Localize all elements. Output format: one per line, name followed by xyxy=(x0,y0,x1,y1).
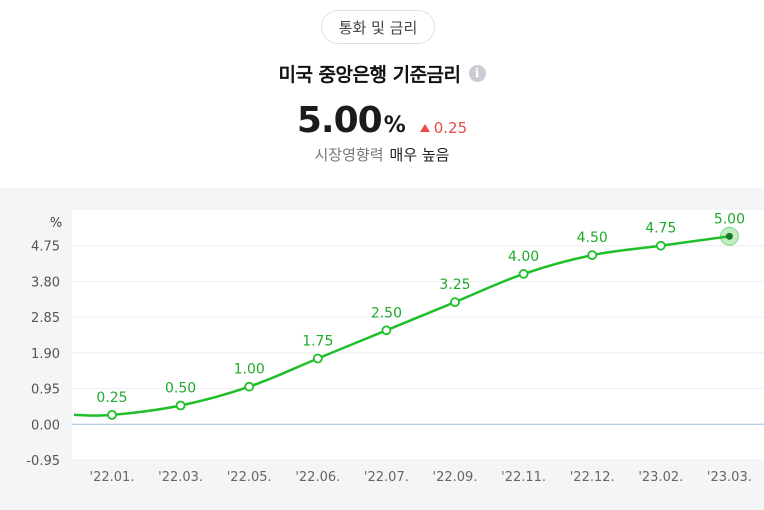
category-chip[interactable]: 통화 및 금리 xyxy=(321,10,435,44)
info-icon[interactable]: i xyxy=(468,64,486,82)
up-triangle-icon xyxy=(419,124,430,132)
header-panel: 통화 및 금리 미국 중앙은행 기준금리 i 5.00 % 0.25 시장영향력… xyxy=(0,0,764,188)
x-tick-label: '23.03. xyxy=(707,470,752,485)
data-label: 5.00 xyxy=(714,211,745,227)
x-tick-label: '22.12. xyxy=(570,470,615,485)
y-tick-label: 0.95 xyxy=(31,383,60,398)
x-tick-label: '22.01. xyxy=(90,470,135,485)
rate-change-value: 0.25 xyxy=(433,119,468,137)
plot-area xyxy=(72,210,764,460)
data-label: 3.25 xyxy=(439,277,470,293)
data-point xyxy=(655,240,666,251)
x-tick-label: '22.03. xyxy=(158,470,203,485)
data-point xyxy=(107,409,117,420)
y-axis-unit: % xyxy=(50,216,62,231)
data-label: 4.00 xyxy=(508,249,539,265)
chart-panel: % 4.75 3.80 2.85 1.90 0.95 0.00 -0.95 '22.01. '22… xyxy=(0,188,764,510)
x-tick-label: '22.05. xyxy=(227,470,272,485)
data-point xyxy=(175,400,186,411)
title-row: 미국 중앙은행 기준금리 i xyxy=(0,58,764,88)
data-label: 0.25 xyxy=(96,390,127,406)
current-rate-value: 5.00 xyxy=(296,100,383,141)
market-impact-level: 매우 높음 xyxy=(389,146,450,164)
y-tick-label: -0.95 xyxy=(26,454,60,469)
page-title: 미국 중앙은행 기준금리 xyxy=(278,63,461,86)
data-point xyxy=(244,381,255,392)
y-tick-label: 4.75 xyxy=(31,240,60,255)
market-impact-label: 시장영향력 xyxy=(314,146,384,164)
data-point xyxy=(450,297,460,308)
data-label: 0.50 xyxy=(165,380,196,396)
y-tick-label: 2.85 xyxy=(31,311,60,326)
x-tick-label: '22.06. xyxy=(295,470,340,485)
data-label: 4.75 xyxy=(645,221,676,237)
data-label: 2.50 xyxy=(371,305,402,321)
y-tick-label: 0.00 xyxy=(31,418,60,433)
data-label: 1.75 xyxy=(302,333,333,349)
y-tick-label: 3.80 xyxy=(31,275,60,290)
x-tick-label: '22.07. xyxy=(364,470,409,485)
x-tick-label: '22.11. xyxy=(501,470,546,485)
x-tick-label: '22.09. xyxy=(433,470,478,485)
rate-line-chart: % 4.75 3.80 2.85 1.90 0.95 0.00 -0.95 '22.01. '22… xyxy=(26,210,764,485)
data-label: 1.00 xyxy=(234,362,265,378)
data-point xyxy=(381,325,392,336)
market-impact: 시장영향력 매우 높음 xyxy=(0,144,764,166)
data-point xyxy=(312,353,323,364)
y-tick-label: 1.90 xyxy=(31,347,60,362)
data-point xyxy=(725,232,733,240)
data-label: 4.50 xyxy=(577,230,608,246)
x-tick-label: '23.02. xyxy=(638,470,683,485)
current-rate-unit: % xyxy=(383,113,406,138)
data-point xyxy=(518,269,529,279)
current-value-row: 5.00 % 0.25 xyxy=(0,100,764,144)
data-point xyxy=(587,250,598,261)
rate-change: 0.25 xyxy=(419,119,468,137)
